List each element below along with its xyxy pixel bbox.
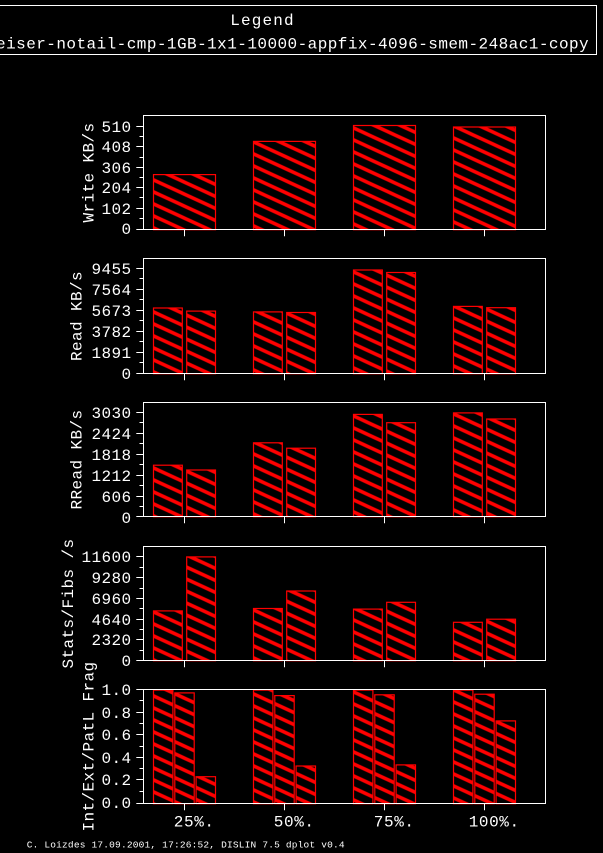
- svg-text:11600: 11600: [81, 549, 131, 567]
- svg-text:75%.: 75%.: [374, 813, 415, 831]
- svg-text:Int/Ext/PatL Frag: Int/Ext/PatL Frag: [80, 661, 98, 831]
- svg-text:0.2: 0.2: [101, 772, 131, 790]
- svg-text:510: 510: [101, 119, 131, 137]
- svg-text:3782: 3782: [91, 324, 131, 342]
- svg-text:102: 102: [101, 201, 131, 219]
- svg-text:0.4: 0.4: [101, 750, 131, 768]
- svg-text:1891: 1891: [91, 345, 131, 363]
- svg-text:0: 0: [121, 221, 131, 239]
- svg-text:0.8: 0.8: [101, 705, 131, 723]
- svg-text:0: 0: [121, 366, 131, 384]
- svg-text:Write KB/s: Write KB/s: [80, 122, 98, 222]
- svg-text:RRead KB/s: RRead KB/s: [68, 409, 86, 509]
- svg-text:9280: 9280: [91, 570, 131, 588]
- svg-text:50%.: 50%.: [274, 813, 315, 831]
- svg-text:3030: 3030: [91, 405, 131, 423]
- svg-text:1212: 1212: [91, 468, 131, 486]
- svg-text:0: 0: [121, 653, 131, 671]
- svg-text:6960: 6960: [91, 591, 131, 609]
- svg-text:0: 0: [121, 510, 131, 528]
- svg-text:Stats/Fibs /s: Stats/Fibs /s: [60, 538, 78, 668]
- svg-text:1.0: 1.0: [101, 682, 131, 700]
- svg-text:4640: 4640: [91, 612, 131, 630]
- svg-text:5673: 5673: [91, 303, 131, 321]
- svg-text:408: 408: [101, 139, 131, 157]
- svg-text:7564: 7564: [91, 282, 131, 300]
- svg-text:reiser-notail-cmp-1GB-1x1-1000: reiser-notail-cmp-1GB-1x1-10000-appfix-4…: [0, 36, 589, 54]
- svg-text:2424: 2424: [91, 426, 131, 444]
- svg-text:204: 204: [101, 180, 131, 198]
- svg-text:Read KB/s: Read KB/s: [68, 271, 86, 361]
- svg-text:100%.: 100%.: [469, 813, 520, 831]
- svg-text:Legend: Legend: [230, 12, 295, 30]
- svg-text:606: 606: [101, 489, 131, 507]
- svg-text:306: 306: [101, 160, 131, 178]
- svg-text:1818: 1818: [91, 447, 131, 465]
- svg-text:9455: 9455: [91, 261, 131, 279]
- svg-text:25%.: 25%.: [174, 813, 215, 831]
- svg-text:0.6: 0.6: [101, 727, 131, 745]
- svg-text:0.0: 0.0: [101, 795, 131, 813]
- svg-text:C. Loizdes 17.09.2001, 17:26:5: C. Loizdes 17.09.2001, 17:26:52, DISLIN …: [27, 840, 345, 851]
- svg-text:2320: 2320: [91, 632, 131, 650]
